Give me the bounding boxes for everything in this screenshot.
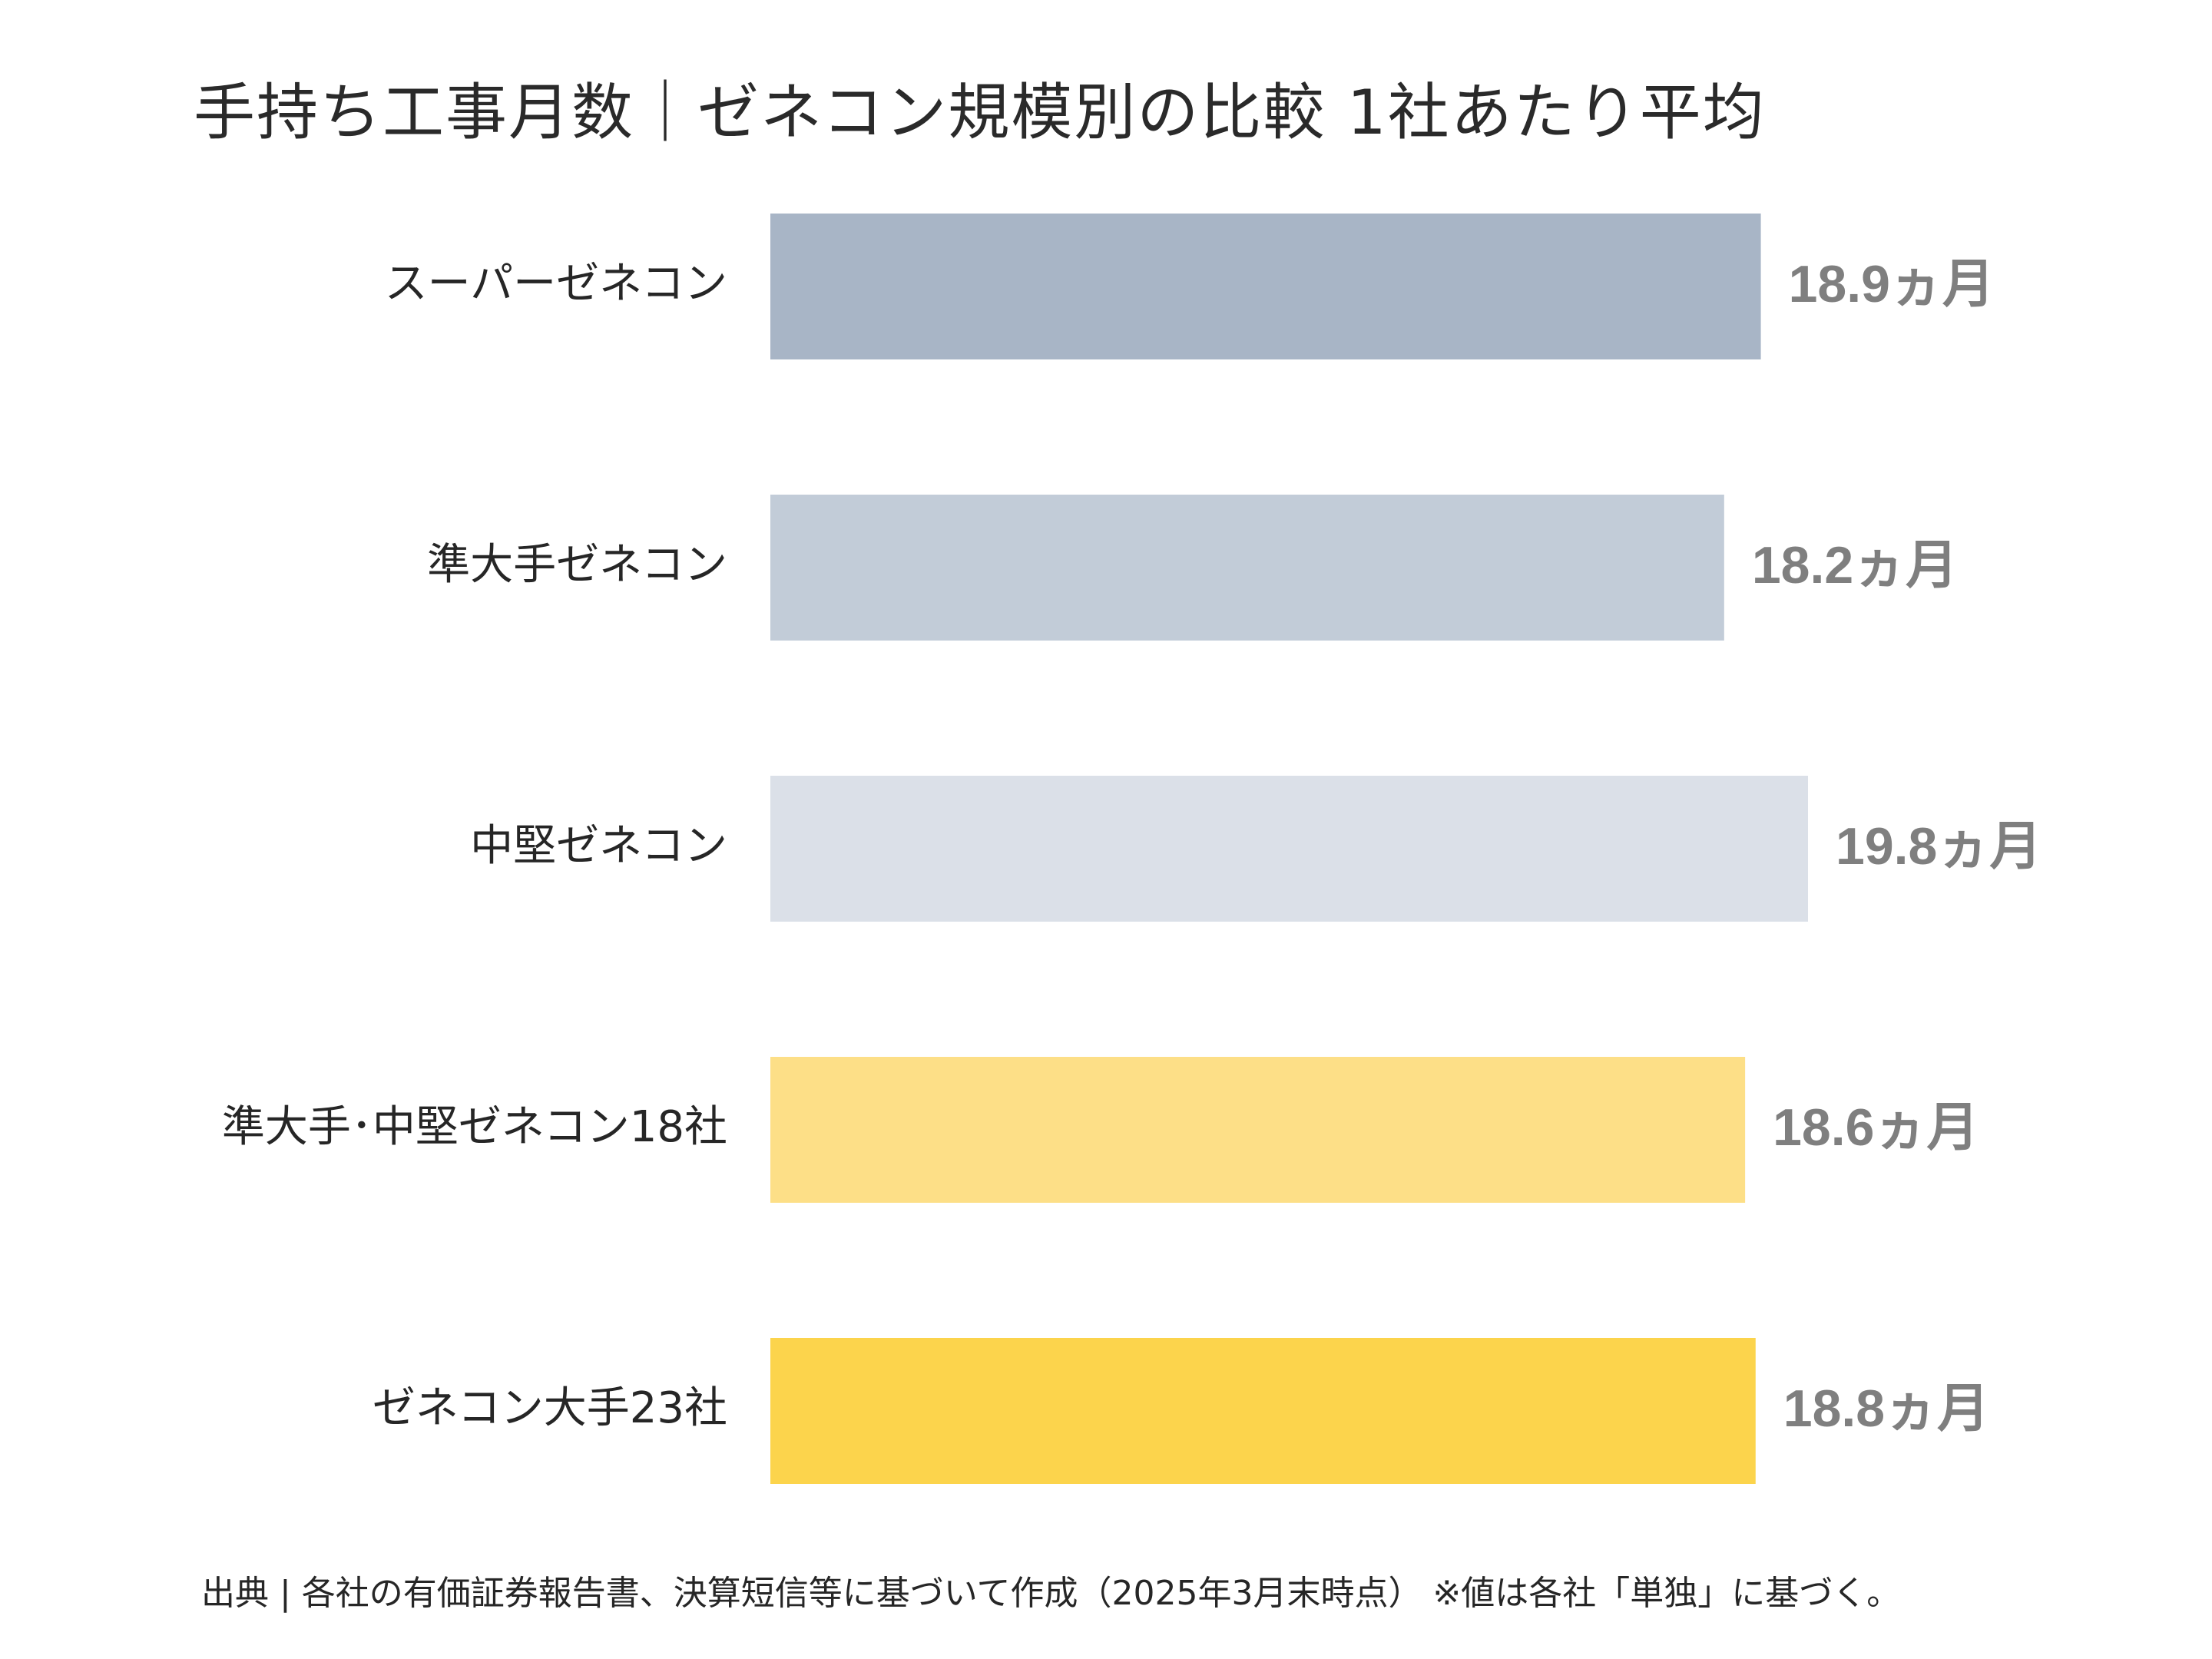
bar-2 (770, 776, 1808, 922)
value-label: 18.8ヵ月 (1783, 1379, 1989, 1438)
source-note: 出典 | 各社の有価証券報告書、決算短信等に基づいて作成（2025年3月末時点）… (201, 1574, 1901, 1613)
category-label: 中堅ゼネコン (470, 821, 727, 871)
bar-0 (770, 214, 1761, 359)
value-label: 18.6ヵ月 (1773, 1098, 1979, 1157)
category-label: 準大手･中堅ゼネコン18社 (222, 1102, 727, 1152)
bar-1 (770, 495, 1724, 641)
value-label: 18.2ヵ月 (1752, 536, 1958, 594)
category-label: 準大手ゼネコン (427, 540, 727, 590)
chart-title: 手持ち工事月数｜ゼネコン規模別の比較 1社あたり平均 (194, 77, 1766, 148)
value-label: 18.9ヵ月 (1789, 255, 1995, 313)
category-label: スーパーゼネコン (385, 259, 727, 309)
bar-4 (770, 1338, 1756, 1484)
value-label: 19.8ヵ月 (1836, 817, 2041, 876)
bar-3 (770, 1057, 1746, 1203)
category-label: ゼネコン大手23社 (373, 1383, 727, 1433)
